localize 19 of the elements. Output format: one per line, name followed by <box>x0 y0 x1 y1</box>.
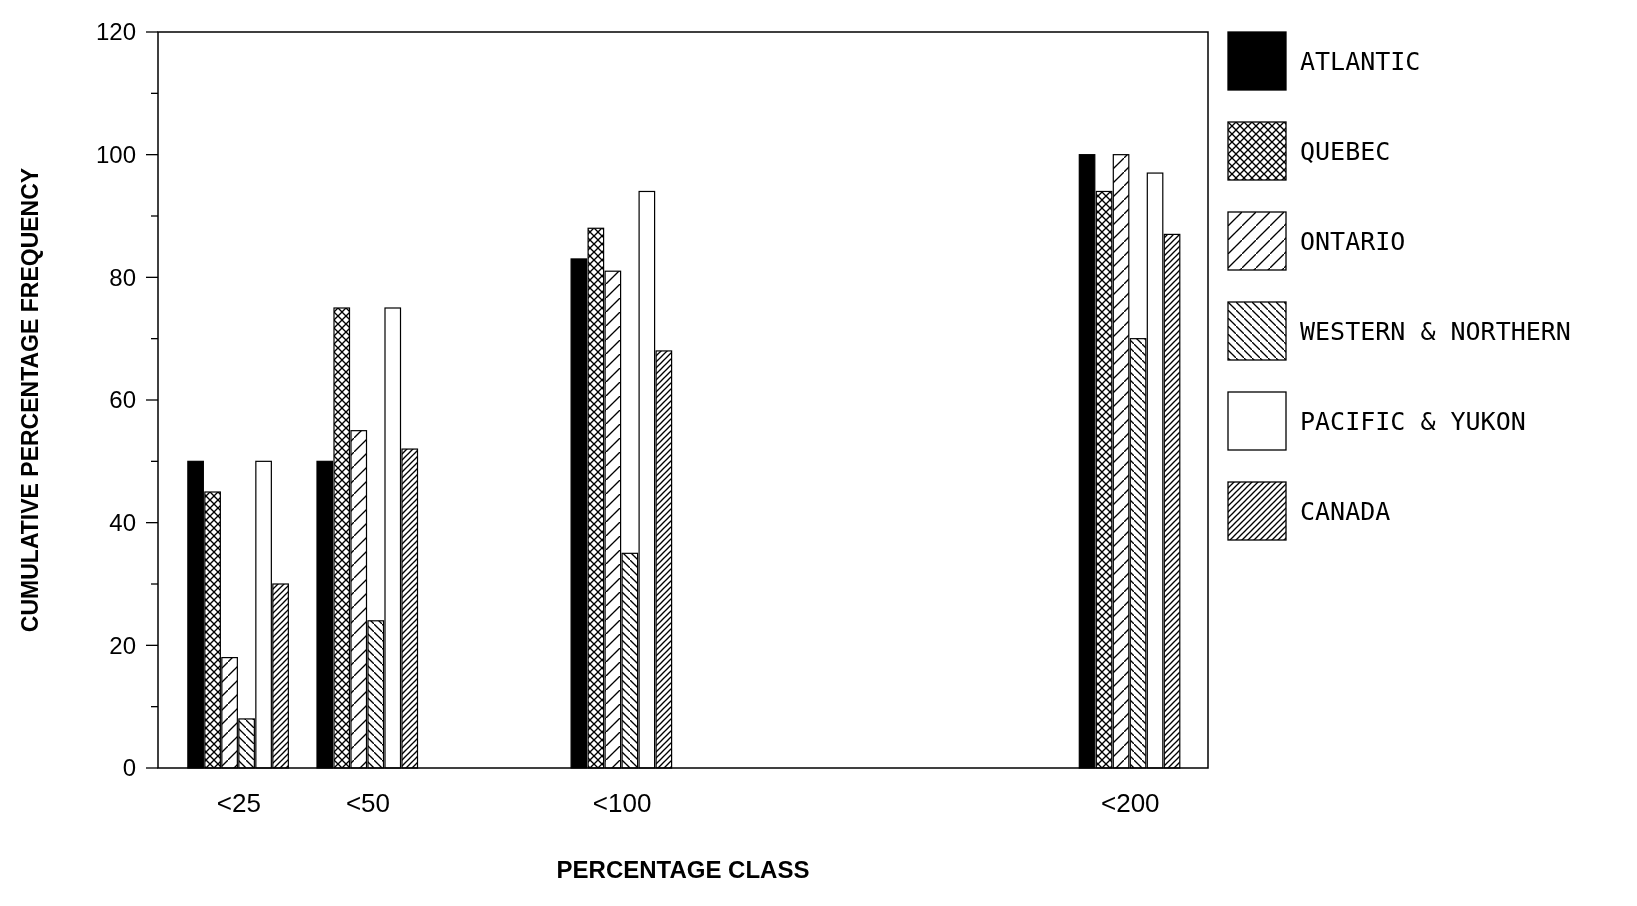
legend-label: ONTARIO <box>1300 226 1406 256</box>
y-tick-label: 20 <box>109 631 136 659</box>
y-tick-label: 40 <box>109 509 136 537</box>
y-tick-label: 0 <box>122 754 136 782</box>
y-tick-label: 60 <box>109 386 136 414</box>
x-tick-label: <100 <box>592 788 652 818</box>
legend-label: WESTERN & NORTHERN <box>1300 316 1571 346</box>
y-tick-label: 80 <box>109 263 136 291</box>
legend-label: CANADA <box>1300 496 1391 526</box>
x-tick-label: <25 <box>216 788 261 818</box>
legend-label: ATLANTIC <box>1300 46 1421 76</box>
x-tick-label: <50 <box>345 788 391 818</box>
x-tick-label: <200 <box>1101 788 1160 818</box>
x-axis-title: PERCENTAGE CLASS <box>556 856 810 883</box>
y-tick-label: 120 <box>95 18 136 46</box>
y-axis-title: CUMULATIVE PERCENTAGE FREQUENCY <box>17 167 43 633</box>
legend-label: PACIFIC & YUKON <box>1300 406 1526 436</box>
legend-label: QUEBEC <box>1300 136 1391 166</box>
y-tick-label: 100 <box>95 141 136 169</box>
